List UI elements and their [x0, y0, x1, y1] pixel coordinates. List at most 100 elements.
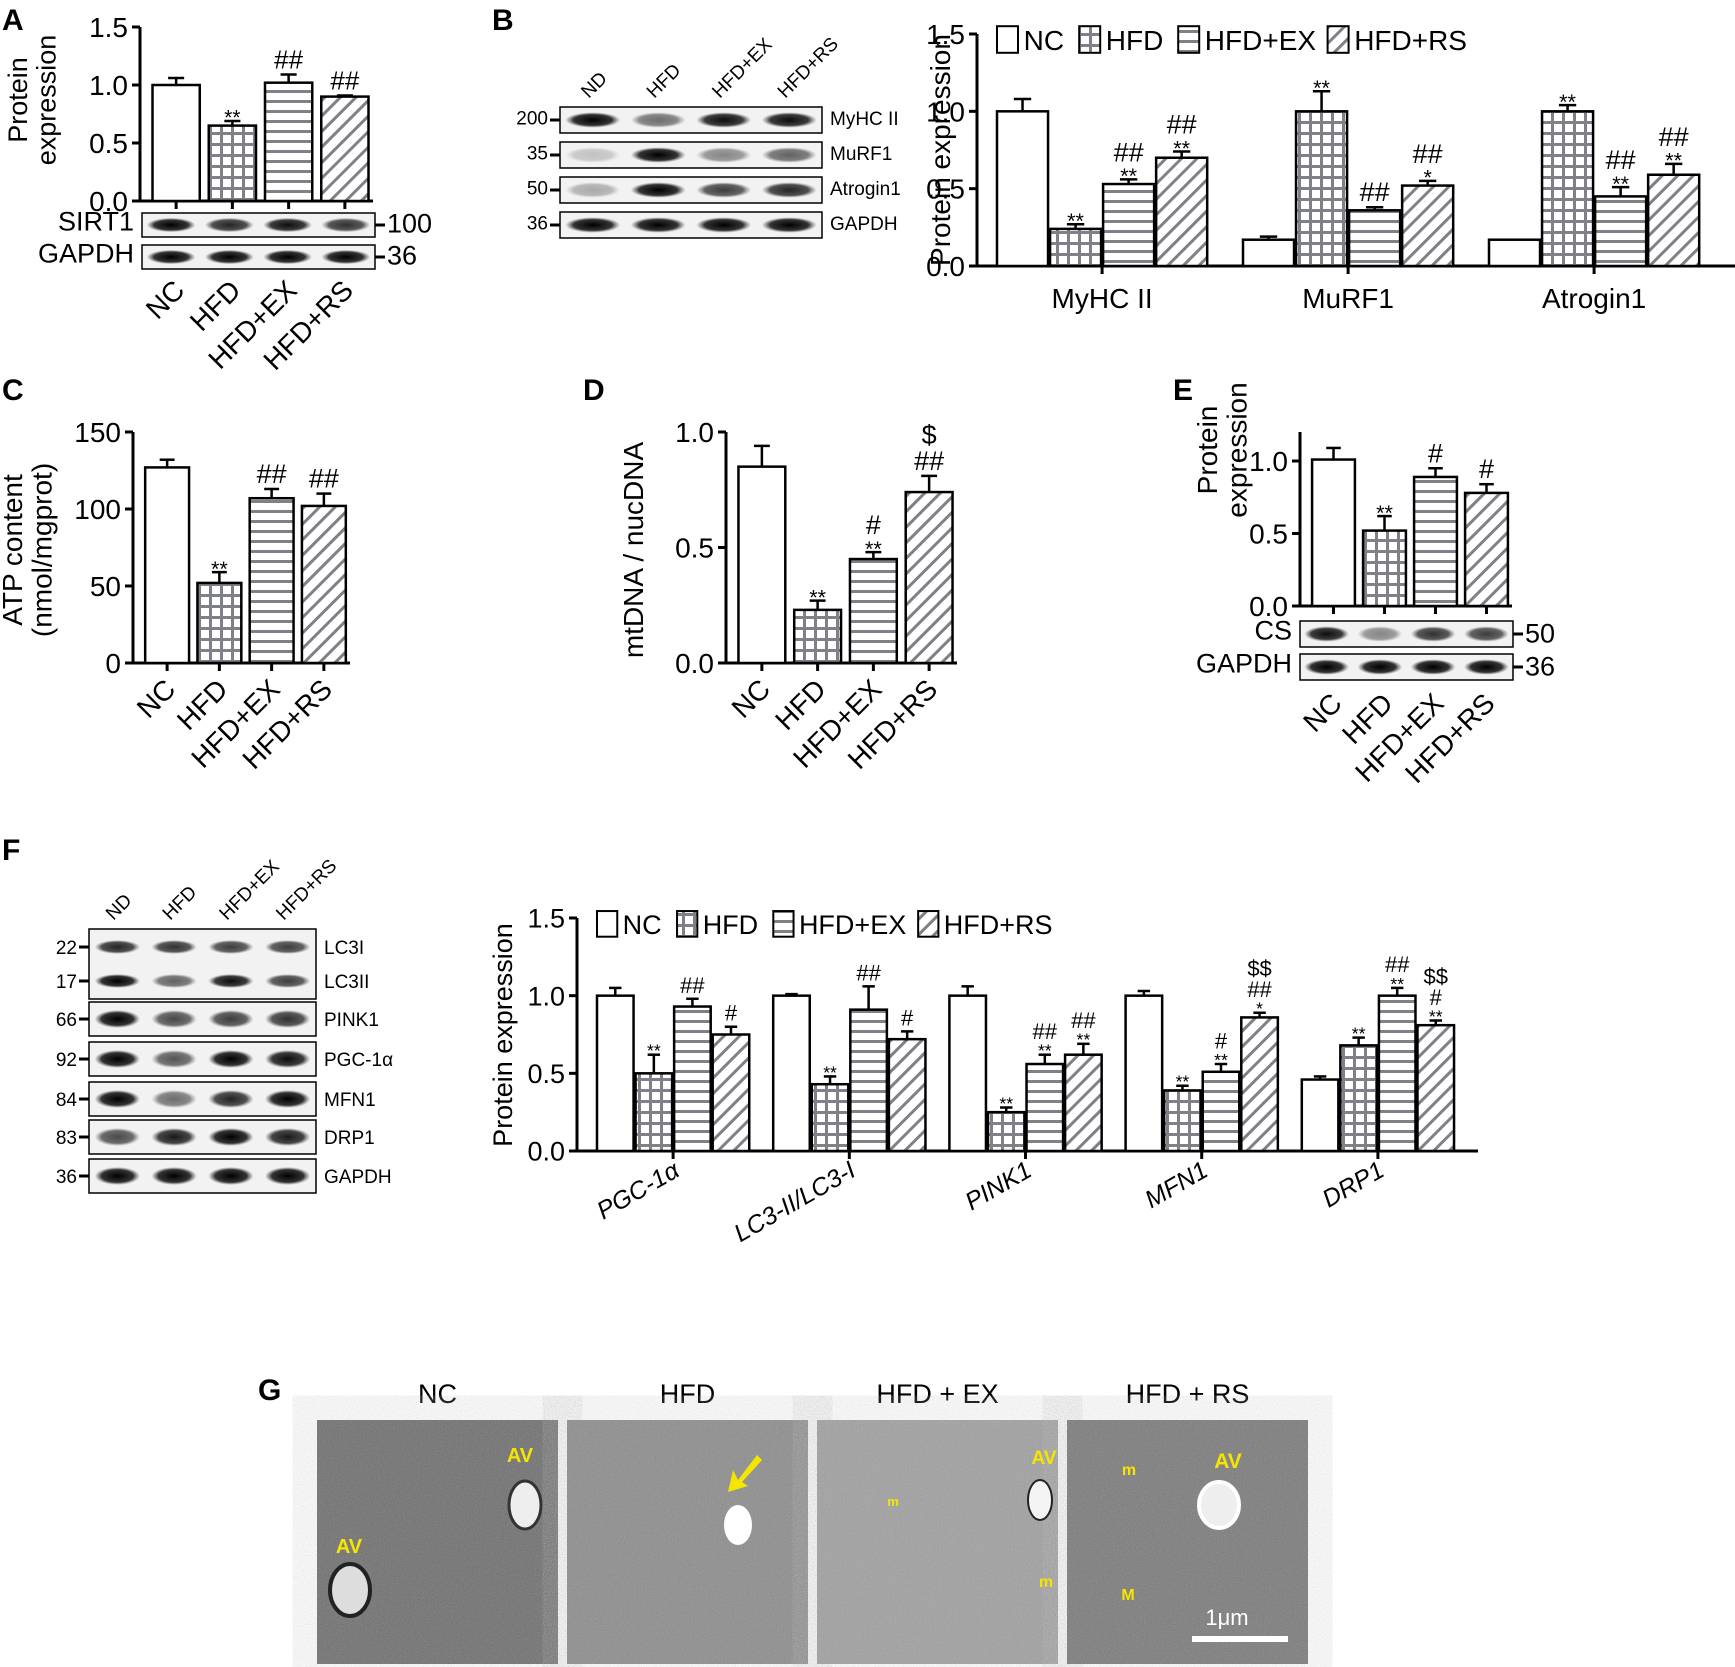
significance-marker: #	[725, 1001, 738, 1026]
bar	[771, 994, 812, 1153]
y-tick-label: 1.0	[926, 96, 965, 127]
significance-marker: ##	[856, 960, 881, 985]
blot-lane-label: HFD+EX	[708, 34, 776, 102]
significance-marker: **	[1120, 163, 1137, 188]
bar	[1416, 1023, 1456, 1153]
significance-marker: ##	[1413, 139, 1443, 169]
swollen-mitochondrion	[724, 1505, 752, 1545]
blot-band	[208, 1090, 254, 1108]
blot-band	[94, 1010, 141, 1028]
mito-label: m	[1122, 1462, 1136, 1479]
bar	[595, 994, 635, 1153]
significance-marker: **	[1038, 1041, 1052, 1061]
mito-label: m	[887, 1494, 899, 1509]
significance-marker: ##	[1167, 110, 1197, 140]
significance-marker: **	[823, 1062, 837, 1082]
blot-band	[264, 1128, 311, 1146]
significance-marker: ##	[1606, 145, 1636, 175]
blot-band	[565, 112, 621, 128]
blot-band	[696, 217, 752, 233]
y-tick-label: 1.5	[926, 19, 965, 50]
y-tick-label: 100	[74, 494, 121, 525]
significance-marker: #	[1428, 438, 1443, 468]
y-tick-label: 50	[90, 571, 121, 602]
blot-band	[1410, 626, 1456, 642]
blot-protein-label: MyHC II	[830, 109, 899, 130]
chart-a-sirt1: 0.00.51.01.5**####ProteinexpressionNCHFD…	[3, 12, 373, 376]
significance-marker: **	[999, 1093, 1013, 1113]
blot-protein-label: GAPDH	[324, 1167, 392, 1188]
significance-marker: $	[922, 420, 937, 450]
x-tick-label: MyHC II	[1052, 283, 1153, 314]
bar	[1154, 156, 1209, 268]
legend-swatch	[996, 25, 1019, 54]
blot-band	[264, 940, 311, 954]
bar	[1201, 1070, 1241, 1153]
significance-marker: ##	[330, 65, 359, 95]
significance-marker: ##	[1114, 138, 1144, 168]
x-tick-label: NC	[726, 673, 777, 724]
blot-protein-label: SIRT1	[58, 206, 134, 236]
significance-marker: ##	[1360, 177, 1390, 207]
blot-band	[565, 217, 621, 233]
blot-band	[94, 1090, 141, 1108]
blot-lane-label: ND	[102, 890, 136, 924]
legend-swatch	[1326, 25, 1350, 54]
bar	[1540, 110, 1595, 268]
y-tick-label: 0.0	[675, 648, 714, 679]
significance-marker: $$	[1424, 964, 1448, 989]
blot-band	[208, 1050, 254, 1068]
significance-marker: **	[809, 584, 826, 609]
blot-protein-label: DRP1	[324, 1128, 375, 1149]
significance-marker: ##	[257, 459, 287, 489]
blot-lane-label: HFD+RS	[774, 34, 843, 103]
bar	[1347, 209, 1402, 268]
blot-band	[565, 147, 621, 163]
bar	[1294, 110, 1349, 268]
blot-band	[630, 147, 686, 163]
blot-band	[151, 974, 197, 988]
blot-protein-label: GAPDH	[830, 214, 898, 235]
significance-marker: **	[1376, 500, 1393, 525]
significance-marker: **	[211, 556, 228, 581]
y-tick-label: 1.5	[89, 12, 128, 43]
blot-band	[761, 112, 817, 128]
em-images-g: NC HFD HFD + EX HFD + RS AV AV AV m m m M AV 1μm	[317, 1379, 1308, 1664]
bar	[151, 83, 201, 203]
y-axis-label: mtDNA / nucDNA	[618, 442, 649, 659]
significance-marker: **	[224, 106, 240, 129]
legend-label: HFD+RS	[1354, 25, 1467, 56]
bar	[849, 1008, 889, 1153]
em-texture	[817, 1420, 1058, 1664]
bar	[1162, 1089, 1202, 1153]
bar	[904, 490, 954, 665]
arrow-icon	[728, 1455, 762, 1492]
legend-label: NC	[623, 910, 662, 940]
x-tick-label: PGC-1α	[593, 1156, 685, 1225]
blot-band	[263, 249, 313, 265]
blot-band	[264, 1010, 311, 1028]
y-tick-label: 0.0	[926, 251, 965, 282]
significance-marker: **	[1429, 1006, 1443, 1026]
blot-band	[1357, 626, 1403, 642]
legend-swatch	[917, 910, 940, 938]
legend-label: HFD	[703, 910, 759, 940]
blot-protein-label: Atrogin1	[830, 179, 901, 200]
blot-band	[696, 112, 752, 128]
bar	[1025, 1062, 1065, 1153]
significance-marker: **	[1665, 148, 1682, 173]
blot-kda-label: 83	[56, 1128, 77, 1149]
bar	[1463, 491, 1510, 608]
blot-band	[151, 940, 197, 954]
mito-label: M	[1121, 1587, 1134, 1604]
significance-marker: **	[1214, 1050, 1228, 1070]
significance-marker: ##	[1247, 977, 1272, 1002]
significance-marker: ##	[680, 973, 705, 998]
chart-f-mito-markers: 0.00.51.01.5**###PGC-1α**###LC3-II/LC3-I…	[488, 904, 1478, 1248]
av-label: AV	[336, 1536, 363, 1558]
bar	[995, 110, 1050, 268]
panel-letter-a: A	[2, 4, 24, 37]
blot-kda-label: 50	[527, 179, 548, 200]
blot-kda-label: 36	[527, 214, 548, 235]
blot-band	[208, 1128, 254, 1146]
